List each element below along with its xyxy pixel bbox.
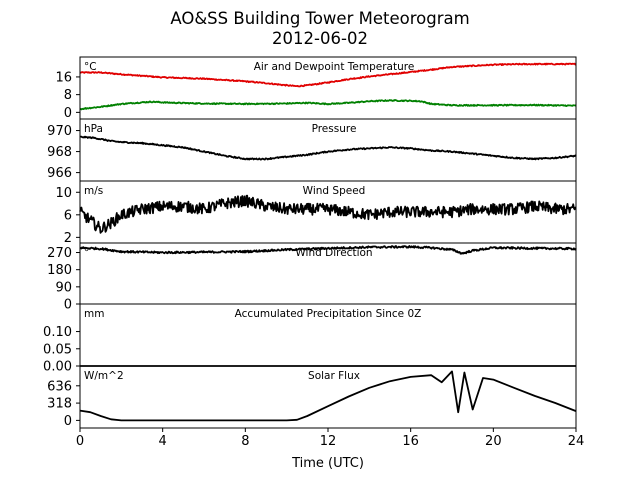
y-tick-label: 318 xyxy=(47,397,72,412)
x-tick-label: 0 xyxy=(76,434,84,449)
series-line-2-1 xyxy=(79,135,577,161)
panel-unit: mm xyxy=(84,308,104,320)
y-tick-label: 968 xyxy=(47,145,72,160)
y-tick-label: 16 xyxy=(55,70,72,85)
panel-title: Air and Dewpoint Temperature xyxy=(254,61,415,73)
series-line-1-1 xyxy=(79,62,577,88)
x-tick-label: 12 xyxy=(320,434,337,449)
x-tick-label: 20 xyxy=(485,434,502,449)
x-tick-label: 16 xyxy=(402,434,419,449)
figure-title-line2: 2012-06-02 xyxy=(272,29,368,48)
y-tick-label: 636 xyxy=(47,379,72,394)
panel-title: Wind Direction xyxy=(295,247,372,259)
x-tick-label: 24 xyxy=(568,434,585,449)
panel-4: 0 90 180 270 ° Wind Direction xyxy=(47,242,577,313)
panel-unit: W/m^2 xyxy=(84,370,124,382)
panel-title: Wind Speed xyxy=(303,185,366,197)
panel-unit: ° xyxy=(84,247,89,259)
x-tick-label: 8 xyxy=(241,434,249,449)
y-tick-label: 0.05 xyxy=(43,342,72,357)
panel-6: 0 318 636 W/m^2 Solar Flux xyxy=(47,365,577,432)
y-tick-label: 0.00 xyxy=(43,360,72,375)
panels: 0 8 16 °C Air and Dewpoint Temperature 966 968… xyxy=(43,56,577,432)
y-tick-label: 10 xyxy=(55,186,72,201)
panel-2: 966 968 970 hPa Pressure xyxy=(47,118,577,182)
y-tick-label: 270 xyxy=(47,246,72,261)
panel-unit: m/s xyxy=(84,185,103,197)
series-line-3-1 xyxy=(79,194,577,234)
x-axis: 0 4 8 12 16 20 24 xyxy=(76,434,584,449)
panel-unit: hPa xyxy=(84,123,103,135)
panel-title: Pressure xyxy=(312,123,357,135)
panel-1: 0 8 16 °C Air and Dewpoint Temperature xyxy=(55,56,577,121)
panel-3: 2 6 10 m/s Wind Speed xyxy=(55,180,577,246)
y-tick-label: 0 xyxy=(64,414,72,429)
panel-5: 0.00 0.05 0.10 mm Accumulated Precipitation … xyxy=(43,303,577,375)
y-tick-label: 0 xyxy=(64,106,72,121)
x-tick-label: 4 xyxy=(159,434,167,449)
x-axis-label: Time (UTC) xyxy=(291,456,364,471)
series-line-6-1 xyxy=(79,370,577,422)
y-tick-label: 90 xyxy=(55,280,72,295)
series-line-4-1 xyxy=(79,245,577,255)
series-line-1-2 xyxy=(79,99,577,111)
y-tick-label: 970 xyxy=(47,124,72,139)
panel-title: Solar Flux xyxy=(308,370,360,382)
panel-unit: °C xyxy=(84,61,97,73)
y-tick-label: 0 xyxy=(64,298,72,313)
y-tick-label: 0.10 xyxy=(43,325,72,340)
figure-title-line1: AO&SS Building Tower Meteorogram xyxy=(170,9,469,28)
y-tick-label: 6 xyxy=(64,208,72,223)
y-tick-label: 966 xyxy=(47,166,72,181)
panel-title: Accumulated Precipitation Since 0Z xyxy=(235,308,422,320)
y-tick-label: 8 xyxy=(64,88,72,103)
y-tick-label: 180 xyxy=(47,263,72,278)
y-tick-label: 2 xyxy=(64,231,72,246)
